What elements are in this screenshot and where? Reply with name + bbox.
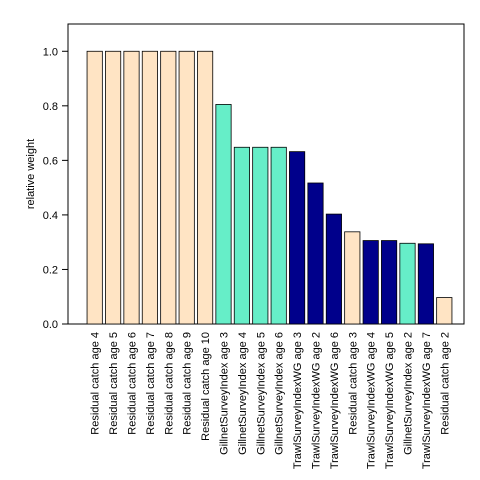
bar bbox=[178, 50, 195, 325]
bar bbox=[381, 240, 398, 325]
x-tick-label: Residual catch age 5 bbox=[108, 332, 120, 435]
x-tick-label: Residual catch age 9 bbox=[182, 332, 194, 435]
bar bbox=[123, 50, 140, 325]
x-tick-label: Residual catch age 3 bbox=[347, 332, 359, 435]
x-axis-labels: Residual catch age 4 Residual catch age 5… bbox=[90, 332, 452, 469]
bar bbox=[417, 243, 434, 325]
bar bbox=[362, 240, 379, 325]
x-tick-label: GillnetSurveyIndex age 6 bbox=[274, 332, 286, 455]
bar bbox=[325, 213, 342, 325]
x-tick-label: Residual catch age 8 bbox=[163, 332, 175, 435]
x-tick-label: TrawlSurveyIndexWG age 2 bbox=[311, 332, 323, 469]
x-tick-label: TrawlSurveyIndexWG age 4 bbox=[366, 332, 378, 469]
y-tick-label: 0.4 bbox=[43, 210, 58, 222]
bar bbox=[215, 104, 232, 325]
bar bbox=[160, 50, 177, 325]
x-tick-label: GillnetSurveyIndex age 4 bbox=[237, 332, 249, 455]
y-tick-label: 0.6 bbox=[43, 155, 58, 167]
y-tick-label: 0.8 bbox=[43, 101, 58, 113]
y-axis: 0.0 0.2 0.4 0.6 0.8 1.0 bbox=[43, 46, 69, 331]
y-tick-label: 1.0 bbox=[43, 46, 58, 58]
bars bbox=[86, 50, 453, 325]
x-tick-label: Residual catch age 2 bbox=[439, 332, 451, 435]
x-tick-label: GillnetSurveyIndex age 3 bbox=[219, 332, 231, 455]
x-tick-label: Residual catch age 10 bbox=[200, 332, 212, 441]
bar bbox=[270, 146, 287, 325]
x-tick-label: GillnetSurveyIndex age 2 bbox=[403, 332, 415, 455]
x-tick-label: GillnetSurveyIndex age 5 bbox=[255, 332, 267, 455]
x-tick-label: Residual catch age 6 bbox=[127, 332, 139, 435]
bar bbox=[252, 146, 269, 325]
bar bbox=[289, 151, 306, 325]
bar bbox=[86, 50, 103, 325]
bar bbox=[233, 146, 250, 325]
bar bbox=[105, 50, 122, 325]
bar bbox=[436, 297, 453, 325]
x-tick-label: TrawlSurveyIndexWG age 5 bbox=[384, 332, 396, 469]
y-axis-label: relative weight bbox=[25, 139, 37, 209]
x-tick-label: Residual catch age 7 bbox=[145, 332, 157, 435]
y-tick-label: 0.2 bbox=[43, 264, 58, 276]
x-tick-label: TrawlSurveyIndexWG age 7 bbox=[421, 332, 433, 469]
bar bbox=[197, 50, 214, 325]
x-tick-label: TrawlSurveyIndexWG age 6 bbox=[329, 332, 341, 469]
x-tick-label: TrawlSurveyIndexWG age 3 bbox=[292, 332, 304, 469]
y-tick-label: 0.0 bbox=[43, 319, 58, 331]
bar bbox=[141, 50, 158, 325]
bar bbox=[344, 231, 361, 325]
x-tick-label: Residual catch age 4 bbox=[90, 332, 102, 435]
bar bbox=[399, 242, 416, 325]
bar bbox=[307, 182, 324, 325]
